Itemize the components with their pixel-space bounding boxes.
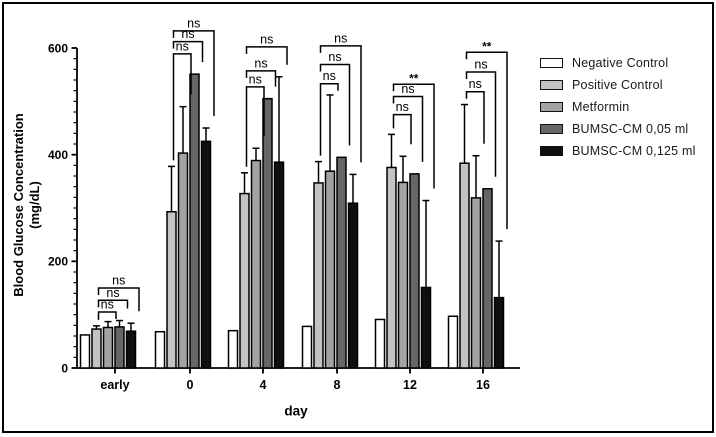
bar <box>79 334 91 369</box>
bar <box>459 162 470 369</box>
bar <box>386 166 397 369</box>
y-tick-label: 200 <box>48 255 68 269</box>
significance-bracket <box>465 71 497 177</box>
bar <box>200 140 212 369</box>
significance-label: ns <box>249 72 262 86</box>
bar <box>102 326 114 369</box>
significance-label: ns <box>401 82 414 96</box>
bar <box>114 326 125 369</box>
legend-item-bumsc-cm-0125: BUMSC-CM 0,125 ml <box>540 140 696 162</box>
legend: Negative Control Positive Control Metfor… <box>540 52 696 162</box>
significance-bracket <box>392 83 435 189</box>
significance-bracket <box>97 299 129 309</box>
bar <box>154 330 166 369</box>
x-tick-label: 8 <box>334 378 341 392</box>
significance-bracket <box>97 287 140 312</box>
significance-label: ns <box>469 77 482 91</box>
x-tick-label: 4 <box>260 378 267 392</box>
significance-label: ns <box>254 56 267 70</box>
significance-bracket <box>392 113 412 145</box>
significance-label: ns <box>176 39 189 53</box>
significance-label: ns <box>328 50 341 64</box>
legend-item-positive-control: Positive Control <box>540 74 696 96</box>
y-axis-title: Blood Glucose Concentration (mg/dL) <box>11 113 43 296</box>
significance-bracket <box>97 311 117 320</box>
significance-label: ** <box>409 71 419 85</box>
bar <box>347 202 359 369</box>
bar <box>227 329 239 369</box>
x-tick-label: 12 <box>403 378 417 392</box>
y-tick-label: 400 <box>48 148 68 162</box>
legend-swatch-negative-control <box>540 58 563 68</box>
legend-swatch-metformin <box>540 102 563 112</box>
bar <box>273 161 285 369</box>
y-tick-label: 0 <box>61 361 68 375</box>
significance-bracket <box>392 95 424 162</box>
legend-label: Metformin <box>572 100 630 114</box>
bar <box>397 181 409 369</box>
bar <box>409 173 420 369</box>
bar <box>374 318 386 369</box>
significance-bracket <box>245 46 288 65</box>
significance-label: ns <box>112 274 125 288</box>
bar <box>262 97 273 369</box>
significance-bracket <box>465 90 485 144</box>
significance-bracket <box>319 45 362 163</box>
significance-bracket <box>172 40 204 63</box>
bar <box>177 152 189 369</box>
x-tick-label: 0 <box>187 378 194 392</box>
significance-bracket <box>319 63 351 146</box>
significance-bracket <box>245 70 277 87</box>
legend-item-negative-control: Negative Control <box>540 52 696 74</box>
significance-label: ** <box>482 39 492 53</box>
bar <box>324 170 336 369</box>
bar <box>336 156 347 369</box>
bar <box>420 286 432 369</box>
significance-bracket <box>172 30 215 116</box>
bar <box>493 296 505 369</box>
legend-label: Negative Control <box>572 56 669 70</box>
significance-bracket <box>245 86 265 167</box>
significance-label: ns <box>187 16 200 30</box>
significance-label: ns <box>323 69 336 83</box>
y-axis-title-line1: Blood Glucose Concentration <box>11 113 26 297</box>
x-axis-title: day <box>284 403 308 419</box>
bar <box>313 182 324 369</box>
bar <box>301 325 313 369</box>
bar <box>125 330 137 369</box>
bar <box>470 197 482 369</box>
bar <box>91 328 102 369</box>
bar <box>482 188 493 369</box>
legend-label: BUMSC-CM 0,05 ml <box>572 122 689 136</box>
significance-label: ns <box>474 58 487 72</box>
significance-bracket <box>172 53 192 161</box>
significance-label: ns <box>396 100 409 114</box>
significance-bracket <box>319 82 339 156</box>
bar <box>250 159 262 369</box>
bar <box>189 73 200 369</box>
significance-bracket <box>465 51 508 230</box>
y-axis-title-unit: (mg/dL) <box>27 181 42 229</box>
bar <box>239 192 250 369</box>
legend-label: Positive Control <box>572 78 663 92</box>
legend-swatch-bumsc-cm-0125 <box>540 146 563 156</box>
legend-item-bumsc-cm-005: BUMSC-CM 0,05 ml <box>540 118 696 140</box>
legend-swatch-positive-control <box>540 80 563 90</box>
y-tick-label: 600 <box>48 41 68 55</box>
legend-item-metformin: Metformin <box>540 96 696 118</box>
significance-label: ns <box>260 32 273 46</box>
bar <box>166 210 177 369</box>
significance-label: ns <box>334 31 347 45</box>
legend-swatch-bumsc-cm-005 <box>540 124 563 134</box>
bar <box>447 315 459 369</box>
x-tick-label: early <box>100 378 129 392</box>
legend-label: BUMSC-CM 0,125 ml <box>572 144 696 158</box>
significance-label: ns <box>106 286 119 300</box>
x-tick-label: 16 <box>476 378 490 392</box>
